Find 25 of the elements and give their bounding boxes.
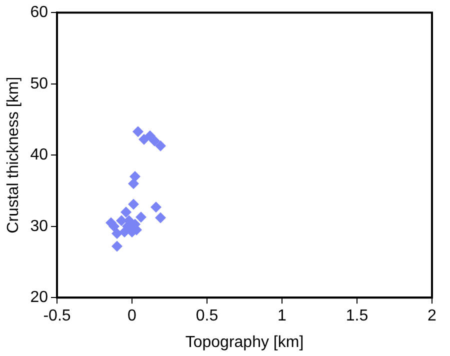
point: [112, 240, 122, 252]
y-tick-label: 40: [30, 146, 48, 164]
point: [128, 178, 139, 190]
y-axis-title: Crustal thickness [km]: [5, 76, 22, 234]
y-tick-label: 50: [30, 75, 48, 92]
y-tick-label: 60: [30, 4, 48, 22]
point: [116, 215, 127, 226]
x-tick-label: -0.5: [43, 308, 71, 325]
point: [150, 202, 162, 213]
x-tick-label: 1: [278, 308, 287, 325]
point: [149, 135, 160, 146]
point: [112, 228, 122, 239]
point: [132, 126, 144, 138]
x-axis-title: Topography [km]: [185, 334, 304, 351]
x-tick-label: 2: [428, 308, 437, 325]
point: [155, 140, 166, 152]
x-tick-label: 0.5: [196, 308, 218, 325]
x-tick-label: 0: [128, 308, 137, 325]
point: [120, 206, 132, 218]
y-tick-label: 30: [30, 218, 48, 235]
point: [155, 212, 166, 224]
point: [136, 212, 146, 223]
point: [128, 198, 139, 210]
x-tick-label: 1.5: [346, 308, 368, 325]
y-tick-label: 20: [30, 289, 48, 306]
